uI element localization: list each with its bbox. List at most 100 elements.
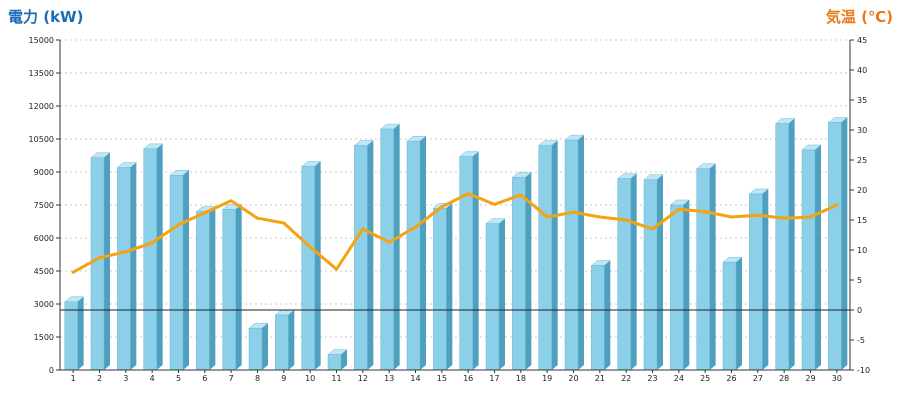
x-tick-label: 21 <box>595 374 605 383</box>
x-tick-label: 26 <box>726 374 736 383</box>
temperature-point <box>703 210 707 214</box>
bar <box>722 256 743 371</box>
bar <box>300 161 322 371</box>
temperature-point <box>177 223 180 227</box>
temperature-point <box>730 215 733 219</box>
x-tick-label: 18 <box>516 374 526 383</box>
bar <box>406 135 427 371</box>
left-tick-label: 7500 <box>34 201 54 210</box>
bar <box>142 143 164 371</box>
temperature-point <box>387 240 391 244</box>
x-tick-label: 29 <box>805 374 815 383</box>
temperature-point <box>414 225 417 229</box>
right-tick-label: 0 <box>857 306 862 315</box>
temperature-point <box>572 210 575 214</box>
temperature-point <box>651 227 654 231</box>
x-tick-label: 17 <box>489 374 499 383</box>
x-tick-label: 25 <box>700 374 710 383</box>
bar <box>774 118 796 371</box>
temperature-point <box>308 245 312 249</box>
x-tick-label: 14 <box>410 374 420 383</box>
x-tick-label: 28 <box>779 374 789 383</box>
temperature-point <box>335 267 338 271</box>
bar <box>643 174 664 371</box>
bar-series <box>63 117 849 371</box>
bar <box>485 218 506 371</box>
temperature-line <box>71 192 839 274</box>
bar <box>748 188 770 371</box>
x-tick-label: 22 <box>621 374 631 383</box>
bar <box>590 260 612 371</box>
x-tick-label: 13 <box>384 374 394 383</box>
axes <box>56 39 854 373</box>
x-tick-label: 20 <box>568 374 578 383</box>
temperature-point <box>203 211 207 215</box>
bar <box>169 170 190 371</box>
bar <box>458 151 480 371</box>
left-tick-label: 10500 <box>29 135 54 144</box>
temperature-point <box>835 203 839 207</box>
x-tick-label: 27 <box>753 374 763 383</box>
x-tick-label: 6 <box>202 374 207 383</box>
bar <box>63 296 85 371</box>
temperature-point <box>756 213 760 217</box>
left-tick-label: 1500 <box>34 333 54 342</box>
right-tick-label: 15 <box>857 216 867 225</box>
bar <box>801 144 822 371</box>
bar <box>327 349 348 371</box>
right-tick-label: 45 <box>857 36 867 45</box>
temperature-point <box>466 192 470 196</box>
left-tick-label: 0 <box>49 366 54 375</box>
bar <box>616 173 638 371</box>
temperature-point <box>229 199 233 203</box>
x-tick-label: 7 <box>229 374 234 383</box>
left-tick-label: 12000 <box>29 102 54 111</box>
bar <box>116 162 138 371</box>
bar <box>274 309 296 371</box>
left-tick-label: 3000 <box>34 300 54 309</box>
x-tick-label: 10 <box>305 374 315 383</box>
temperature-point <box>677 207 681 211</box>
bar <box>221 204 243 371</box>
left-tick-label: 4500 <box>34 267 54 276</box>
right-tick-label: 40 <box>857 66 867 75</box>
x-tick-label: 16 <box>463 374 473 383</box>
x-tick-label: 23 <box>647 374 657 383</box>
x-tick-label: 30 <box>832 374 842 383</box>
temperature-point <box>361 227 365 231</box>
x-tick-label: 24 <box>674 374 684 383</box>
left-tick-label: 9000 <box>34 168 54 177</box>
bar <box>564 134 585 371</box>
x-tick-label: 5 <box>176 374 181 383</box>
line-series <box>71 192 839 274</box>
temperature-point <box>256 216 259 220</box>
temperature-point <box>493 202 496 206</box>
temperature-point <box>519 193 523 197</box>
tick-labels: 0 1500 3000 4500 6000 7500 9000 10500 12000 13500… <box>29 36 871 383</box>
bar <box>353 140 375 371</box>
right-tick-label: 35 <box>857 96 867 105</box>
temperature-point <box>440 205 444 209</box>
right-axis-title: 気温 (℃) <box>826 8 893 26</box>
temperature-point <box>624 218 628 222</box>
right-tick-label: 10 <box>857 246 867 255</box>
temperature-point <box>282 221 286 225</box>
x-tick-label: 1 <box>71 374 76 383</box>
temperature-point <box>545 215 549 219</box>
right-tick-label: 5 <box>857 276 862 285</box>
temperature-point <box>124 250 128 254</box>
bar <box>827 117 849 371</box>
bar <box>90 152 111 371</box>
right-tick-label: 20 <box>857 186 867 195</box>
left-tick-label: 13500 <box>29 69 54 78</box>
x-tick-label: 4 <box>150 374 155 383</box>
bar <box>511 172 533 371</box>
x-tick-label: 9 <box>281 374 286 383</box>
temperature-point <box>71 270 75 274</box>
right-tick-label: 25 <box>857 156 867 165</box>
left-axis-title: 電力 (kW) <box>8 8 83 26</box>
temperature-point <box>150 241 154 245</box>
bar <box>695 163 717 371</box>
temperature-point <box>809 215 812 219</box>
